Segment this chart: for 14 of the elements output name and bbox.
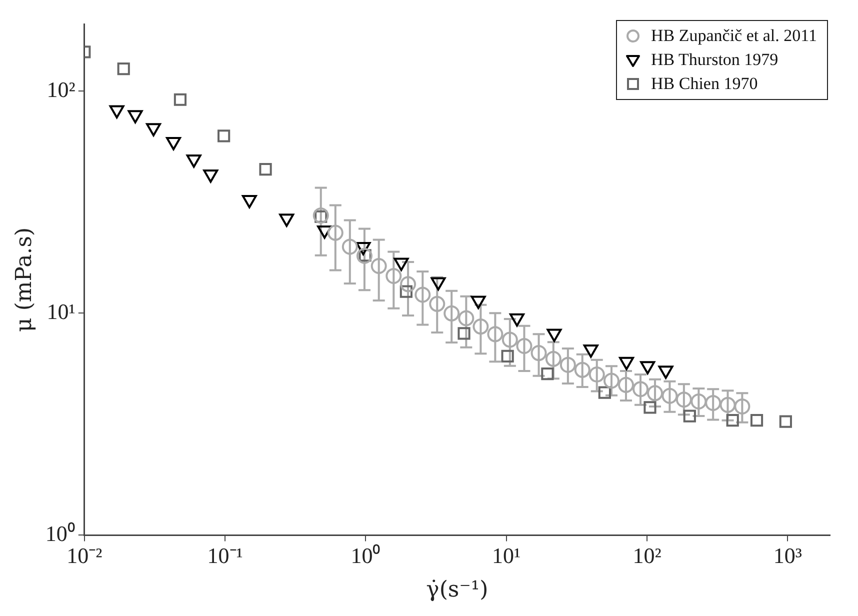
y-axis-title: μ (mPa.s) [12,227,37,332]
x-tick-label: 10⁻¹ [207,543,243,568]
legend-label: HB Chien 1970 [650,74,758,94]
x-axis-title: γ̇(s⁻¹) [426,578,488,603]
y-tick-label: 10¹ [46,298,76,324]
x-tick-label: 10⁰ [350,543,381,568]
x-tick-label: 10³ [773,543,802,568]
x-tick-label: 10⁻² [66,543,103,568]
y-tick-label: 10² [46,76,76,102]
legend-label: HB Thurston 1979 [650,50,778,70]
legend-label: HB Zupančič et al. 2011 [650,26,817,46]
x-tick-label: 10² [632,543,662,568]
y-tick-label: 10⁰ [45,520,76,546]
x-tick-label: 10¹ [492,543,521,568]
